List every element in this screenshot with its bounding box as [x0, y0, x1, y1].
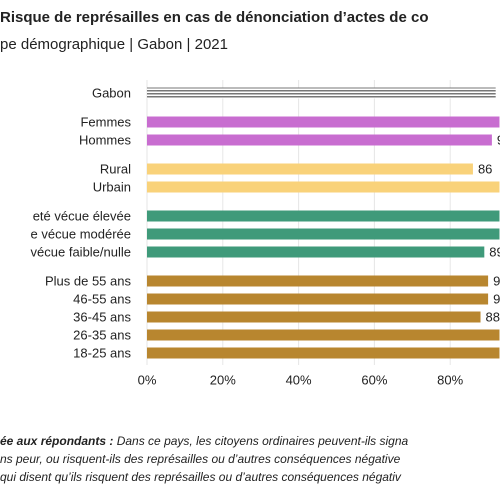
chart-subtitle: pe démographique | Gabon | 2021	[0, 36, 228, 53]
category-label: 26-35 ans	[73, 327, 131, 342]
footnote-line: Dans ce pays, les citoyens ordinaires pe…	[113, 434, 408, 448]
x-tick-label: 20%	[210, 372, 236, 387]
chart-title: Risque de représailles en cas de dénonci…	[0, 9, 429, 26]
value-label: 91	[497, 132, 500, 147]
category-label: 46-55 ans	[73, 291, 131, 306]
x-tick-label: 60%	[361, 372, 387, 387]
value-label: 89	[489, 244, 500, 259]
category-label: e vécue modérée	[31, 226, 131, 241]
bar	[147, 181, 500, 193]
footnote-line: ns peur, ou risquent-ils des représaille…	[0, 452, 401, 466]
bar	[147, 116, 500, 128]
footnote-lead: ée aux répondants :	[0, 434, 113, 448]
bar	[147, 293, 489, 305]
bar	[147, 134, 492, 146]
category-label: Rural	[100, 161, 131, 176]
category-label: Hommes	[79, 132, 132, 147]
value-label: 88	[486, 309, 500, 324]
category-label: eté vécue élevée	[33, 208, 131, 223]
bar	[147, 311, 481, 323]
footnote: ée aux répondants : Dans ce pays, les ci…	[0, 434, 409, 448]
bar	[147, 87, 496, 99]
bar	[147, 329, 500, 341]
bar	[147, 246, 485, 258]
category-label: Plus de 55 ans	[45, 273, 132, 288]
category-label: 18-25 ans	[73, 345, 131, 360]
bar	[147, 275, 489, 287]
x-tick-label: 0%	[138, 372, 157, 387]
footnote-line: qui disent qu’ils risquent des représail…	[0, 470, 402, 484]
bar	[147, 347, 500, 359]
category-label: vécue faible/nulle	[31, 244, 131, 259]
category-label: Urbain	[93, 179, 131, 194]
category-label: 36-45 ans	[73, 309, 131, 324]
category-label: Gabon	[92, 85, 131, 100]
x-tick-label: 40%	[286, 372, 312, 387]
bar	[147, 163, 473, 175]
value-label: 90	[493, 273, 500, 288]
bar	[147, 210, 500, 222]
value-label: 90	[493, 291, 500, 306]
value-label: 86	[478, 161, 492, 176]
bar	[147, 228, 500, 240]
x-tick-label: 80%	[437, 372, 463, 387]
category-label: Femmes	[80, 114, 131, 129]
